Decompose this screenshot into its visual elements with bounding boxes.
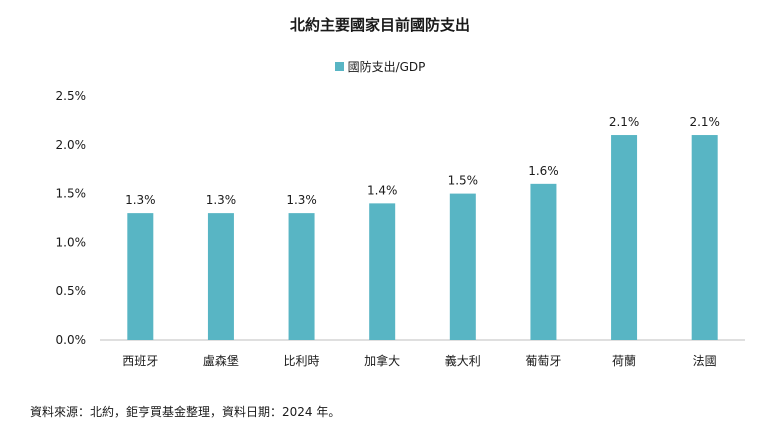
bar-4 [369,203,396,340]
data-label: 1.3% [286,193,317,207]
x-tick-label: 葡萄牙 [525,354,561,368]
data-label: 1.3% [125,193,156,207]
x-tick-label: 盧森堡 [203,353,239,368]
source-note: 資料來源：北約，鉅亨買基金整理，資料日期：2024 年。 [30,405,341,419]
bar-6 [530,183,557,340]
bar-5 [449,193,476,340]
bar-chart: 0.0% 0.5% 1.0% 1.5% 2.0% 2.5% 1.3% 西班牙 1.3% 盧森堡 1.… [56,89,745,368]
legend: 國防支出/GDP [0,58,760,75]
data-label: 1.3% [206,193,237,207]
bar-7 [611,135,638,340]
data-label: 2.1% [609,115,640,129]
x-tick-label: 比利時 [284,354,320,368]
bar-2 [207,213,234,340]
x-tick-label: 荷蘭 [612,354,636,368]
data-label: 1.4% [367,183,398,197]
y-tick-label: 0.5% [56,284,87,298]
y-tick-label: 1.5% [56,187,87,201]
x-tick-label: 西班牙 [122,354,158,368]
y-tick-label: 1.0% [56,235,87,249]
data-label: 1.5% [448,174,479,188]
y-tick-label: 0.0% [56,333,87,347]
y-tick-label: 2.0% [56,138,87,152]
data-label: 2.1% [689,115,720,129]
x-tick-label: 義大利 [445,353,481,368]
legend-swatch [334,62,344,71]
legend-label: 國防支出/GDP [347,60,426,74]
bar-1 [127,213,154,340]
x-tick-label: 加拿大 [364,353,400,368]
y-tick-label: 2.5% [56,89,87,103]
data-label: 1.6% [528,164,559,178]
bar-3 [288,213,315,340]
x-tick-label: 法國 [693,354,717,368]
bar-8 [691,135,718,340]
chart-title: 北約主要國家目前國防支出 [289,16,470,34]
